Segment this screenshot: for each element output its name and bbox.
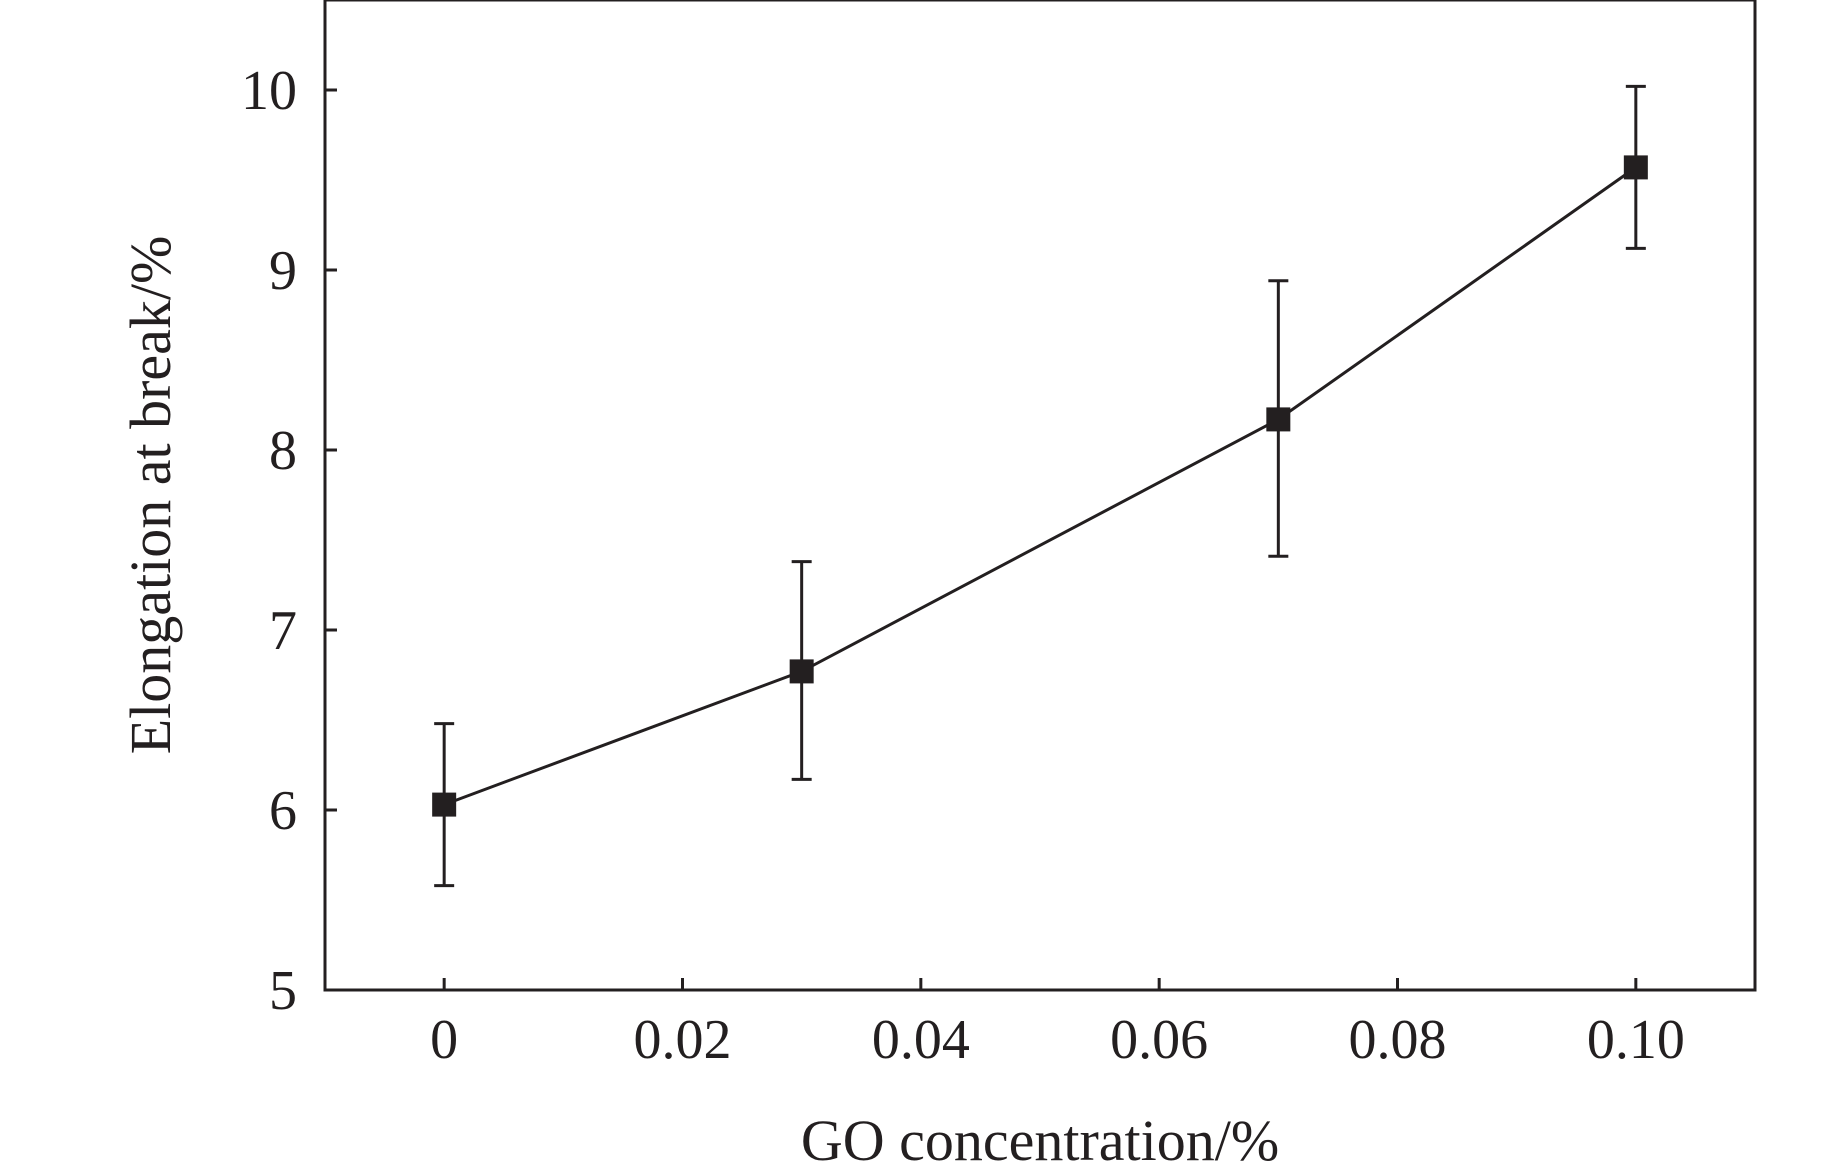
data-point bbox=[1266, 407, 1291, 432]
data-point bbox=[789, 659, 814, 684]
y-tick-label: 6 bbox=[269, 780, 297, 842]
series-line bbox=[443, 166, 1637, 807]
data-point bbox=[432, 792, 457, 817]
data-point bbox=[1623, 155, 1648, 180]
y-tick-label: 5 bbox=[269, 960, 297, 1022]
x-tick-label: 0.04 bbox=[872, 1009, 970, 1071]
x-tick-label: 0.08 bbox=[1349, 1009, 1447, 1071]
y-axis-title: Elongation at break/% bbox=[118, 236, 183, 755]
series-layer bbox=[432, 84, 1648, 888]
x-tick-label: 0.10 bbox=[1587, 1009, 1685, 1071]
series bbox=[432, 84, 1648, 888]
x-axis-tick-labels: 0 0.02 0.04 0.06 0.08 0.10 bbox=[430, 1009, 1685, 1071]
x-axis-title: GO concentration/% bbox=[801, 1108, 1279, 1171]
y-tick-label: 10 bbox=[241, 60, 297, 122]
y-tick-label: 9 bbox=[269, 240, 297, 302]
y-axis-tick-labels: 5 6 7 8 9 10 bbox=[241, 60, 297, 1022]
x-tick-label: 0.06 bbox=[1110, 1009, 1208, 1071]
plot-frame bbox=[323, 0, 1757, 992]
x-axis-ticks bbox=[442, 978, 1638, 990]
x-tick-label: 0.02 bbox=[634, 1009, 732, 1071]
x-tick-label: 0 bbox=[430, 1009, 458, 1071]
y-axis-ticks bbox=[325, 88, 337, 992]
y-tick-label: 7 bbox=[269, 600, 297, 662]
y-tick-label: 8 bbox=[269, 420, 297, 482]
